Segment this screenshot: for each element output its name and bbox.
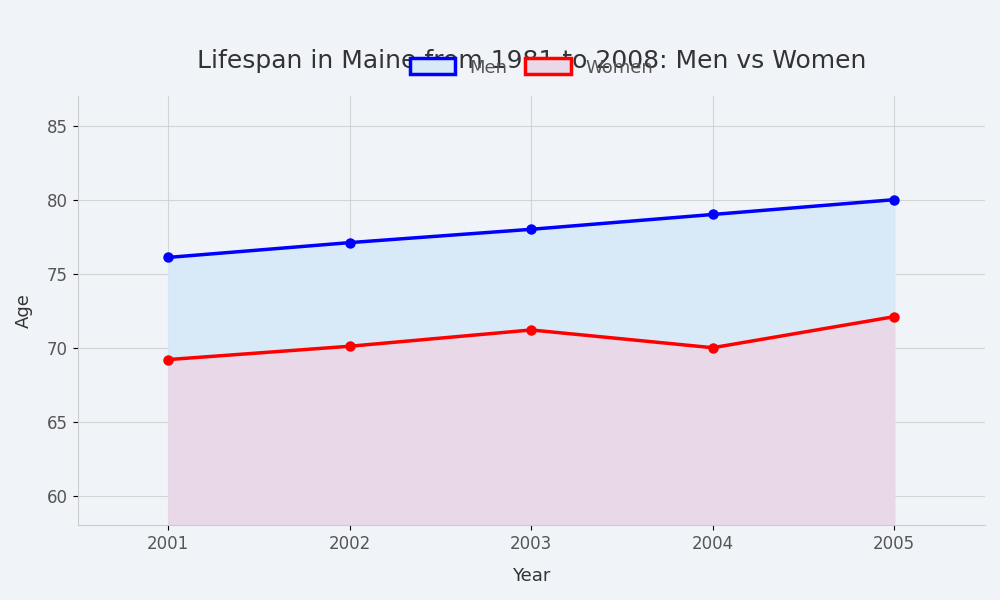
X-axis label: Year: Year (512, 567, 550, 585)
Legend: Men, Women: Men, Women (401, 49, 662, 86)
Title: Lifespan in Maine from 1981 to 2008: Men vs Women: Lifespan in Maine from 1981 to 2008: Men… (197, 49, 866, 73)
Y-axis label: Age: Age (15, 293, 33, 328)
